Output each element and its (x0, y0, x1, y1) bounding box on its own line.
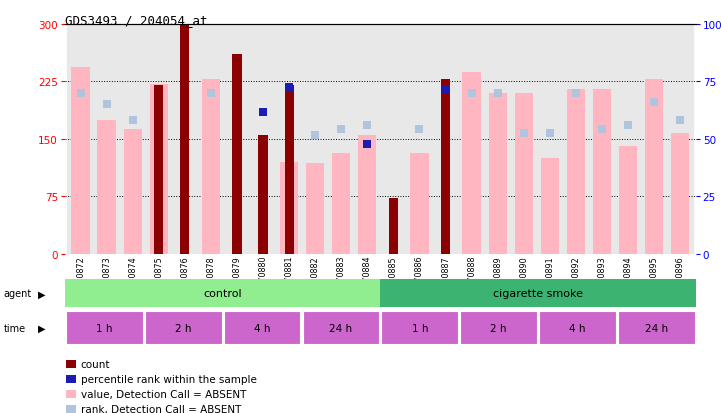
Bar (172, 25, 198, 254)
Text: value, Detection Call = ABSENT: value, Detection Call = ABSENT (81, 389, 246, 399)
Bar (563, 25, 589, 254)
Bar (515, 93, 533, 254)
Bar (510, 25, 536, 254)
Bar (280, 162, 298, 254)
Bar (433, 25, 459, 254)
Bar (94, 25, 120, 254)
Bar (120, 25, 146, 254)
Bar (302, 25, 328, 254)
Text: 24 h: 24 h (645, 323, 668, 333)
Text: agent: agent (4, 289, 32, 299)
Bar (462, 73, 481, 254)
Bar (389, 198, 398, 254)
Bar (328, 25, 354, 254)
Bar (250, 25, 276, 254)
Bar (258, 135, 267, 254)
Text: control: control (203, 289, 242, 299)
Text: GDS3493 / 204054_at: GDS3493 / 204054_at (65, 14, 208, 27)
Bar (68, 25, 94, 254)
Bar (306, 164, 324, 254)
Bar (460, 311, 537, 344)
Bar (489, 93, 507, 254)
Text: ▶: ▶ (38, 323, 45, 333)
Bar (485, 25, 510, 254)
Bar (618, 311, 695, 344)
Bar (97, 120, 116, 254)
Text: count: count (81, 359, 110, 369)
Bar (358, 135, 376, 254)
Bar (332, 153, 350, 254)
Bar (641, 25, 667, 254)
Bar (381, 280, 696, 308)
Bar (354, 25, 381, 254)
Bar (441, 80, 450, 254)
Bar (145, 311, 221, 344)
Text: ▶: ▶ (38, 289, 45, 299)
Bar (224, 25, 250, 254)
Bar (536, 25, 563, 254)
Bar (671, 134, 689, 254)
Bar (71, 68, 89, 254)
Bar (224, 311, 301, 344)
Bar (154, 86, 163, 254)
Bar (407, 25, 433, 254)
Bar (459, 25, 485, 254)
Bar (539, 311, 616, 344)
Text: cigarette smoke: cigarette smoke (493, 289, 583, 299)
Bar (150, 85, 168, 254)
Bar (232, 55, 242, 254)
Text: 4 h: 4 h (569, 323, 585, 333)
Bar (615, 25, 641, 254)
Bar (381, 311, 458, 344)
Text: time: time (4, 323, 26, 333)
Text: percentile rank within the sample: percentile rank within the sample (81, 374, 257, 384)
Bar (541, 159, 559, 254)
Bar (180, 26, 190, 254)
Bar (276, 25, 302, 254)
Bar (645, 80, 663, 254)
Bar (123, 129, 142, 254)
Bar (667, 25, 693, 254)
Text: 2 h: 2 h (175, 323, 192, 333)
Bar (146, 25, 172, 254)
Bar (589, 25, 615, 254)
Bar (303, 311, 379, 344)
Text: 1 h: 1 h (96, 323, 112, 333)
Bar (410, 153, 428, 254)
Text: rank, Detection Call = ABSENT: rank, Detection Call = ABSENT (81, 404, 241, 413)
Bar (619, 147, 637, 254)
Bar (381, 25, 407, 254)
Bar (567, 90, 585, 254)
Text: 1 h: 1 h (412, 323, 428, 333)
Text: 2 h: 2 h (490, 323, 507, 333)
Bar (593, 90, 611, 254)
Bar (202, 80, 220, 254)
Bar (198, 25, 224, 254)
Text: 4 h: 4 h (254, 323, 270, 333)
Bar (285, 86, 293, 254)
Bar (65, 280, 381, 308)
Text: 24 h: 24 h (329, 323, 353, 333)
Bar (66, 311, 143, 344)
